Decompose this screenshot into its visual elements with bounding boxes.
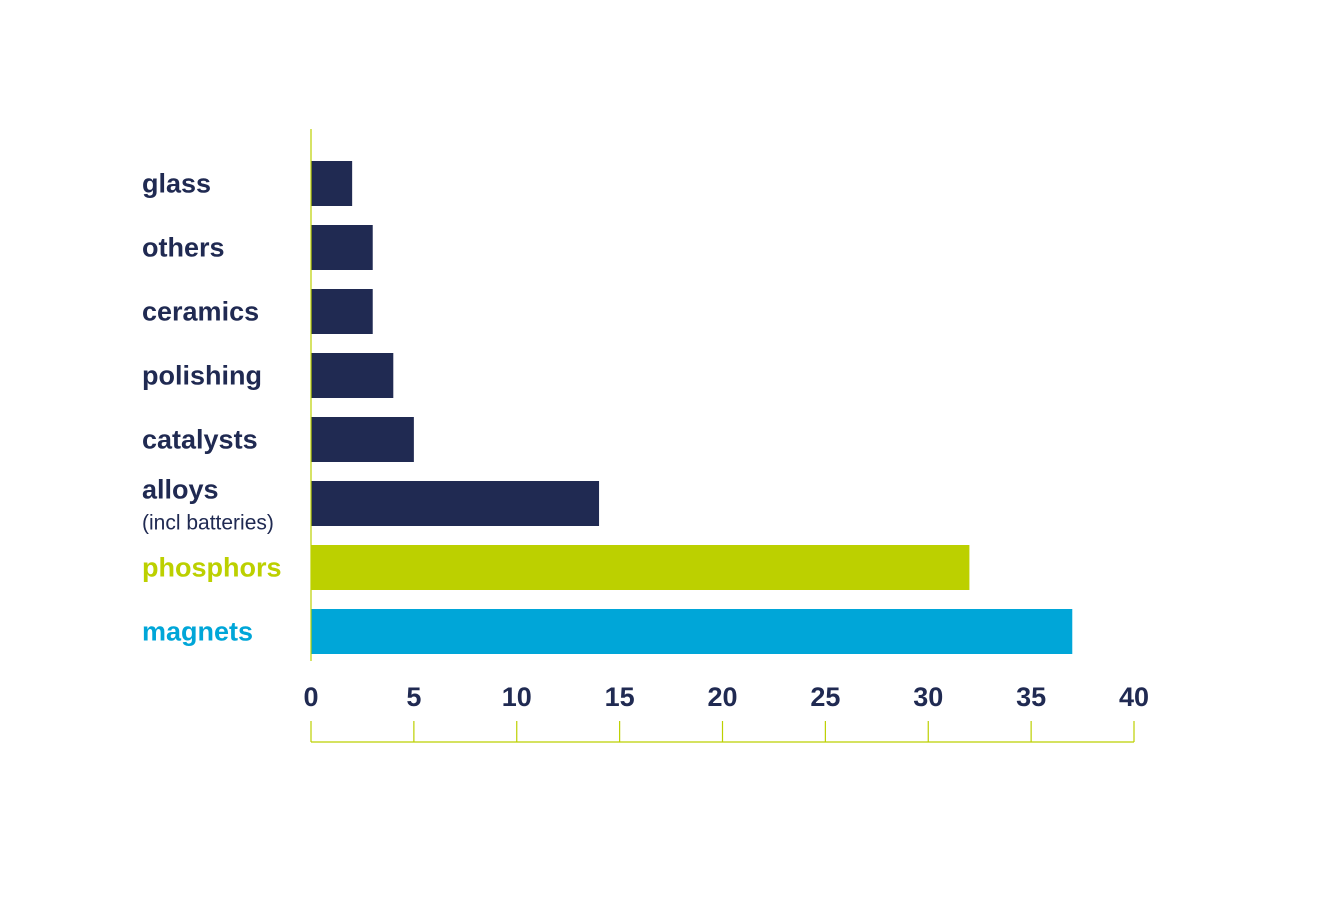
x-tick-label-20: 20 bbox=[707, 682, 737, 712]
category-sublabel-alloys: (incl batteries) bbox=[142, 512, 274, 535]
x-tick-label-25: 25 bbox=[810, 682, 840, 712]
x-tick-label-40: 40 bbox=[1119, 682, 1149, 712]
x-tick-label-15: 15 bbox=[605, 682, 635, 712]
x-tick-label-10: 10 bbox=[502, 682, 532, 712]
category-label-catalysts: catalysts bbox=[142, 425, 258, 455]
bar-polishing bbox=[311, 353, 394, 398]
x-tick-label-5: 5 bbox=[406, 682, 421, 712]
bar-catalysts bbox=[311, 417, 414, 462]
bar-phosphors bbox=[311, 545, 970, 590]
bar-ceramics bbox=[311, 289, 373, 334]
category-label-ceramics: ceramics bbox=[142, 297, 259, 327]
x-tick-label-30: 30 bbox=[913, 682, 943, 712]
x-tick-label-0: 0 bbox=[303, 682, 318, 712]
bars-group bbox=[311, 161, 1073, 654]
bar-others bbox=[311, 225, 373, 270]
category-label-glass: glass bbox=[142, 169, 211, 199]
bar-alloys bbox=[311, 481, 600, 526]
category-label-others: others bbox=[142, 233, 225, 263]
category-label-phosphors: phosphors bbox=[142, 553, 282, 583]
x-axis-group: 0 5 10 15 20 25 30 35 40 bbox=[303, 682, 1149, 743]
category-labels-group: glass others ceramics polishing catalysts (in… bbox=[142, 169, 282, 647]
x-tick-label-35: 35 bbox=[1016, 682, 1046, 712]
category-label-polishing: polishing bbox=[142, 361, 262, 391]
bar-glass bbox=[311, 161, 353, 206]
category-label-alloys: alloys bbox=[142, 475, 219, 505]
category-label-magnets: magnets bbox=[142, 617, 253, 647]
bar-magnets bbox=[311, 609, 1073, 654]
